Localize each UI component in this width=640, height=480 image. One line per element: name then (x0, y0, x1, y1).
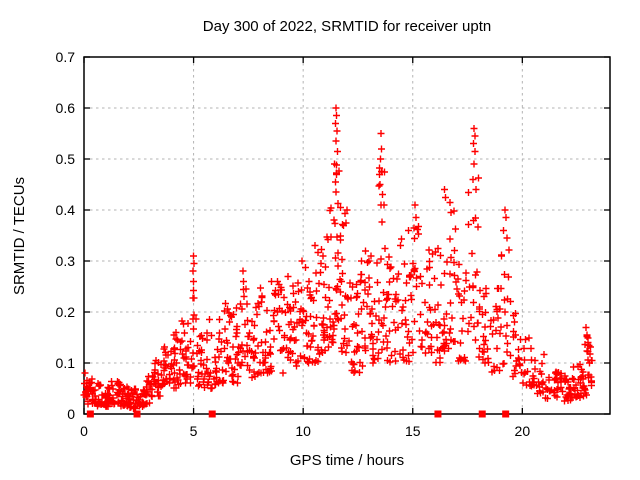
event-square-marker (478, 410, 486, 418)
plot-border (83, 56, 611, 415)
y-tick-label: 0.3 (56, 253, 76, 269)
y-tick-label: 0.7 (56, 49, 76, 65)
x-tick-label: 10 (295, 423, 311, 439)
y-tick-label: 0.1 (56, 355, 76, 371)
y-tick-label: 0.2 (56, 304, 76, 320)
x-tick-label: 15 (405, 423, 421, 439)
srmtid-scatter-points (80, 104, 596, 412)
event-square-marker (208, 410, 216, 418)
x-tick-label: 20 (515, 423, 531, 439)
y-tick-label: 0 (67, 406, 75, 422)
event-square-marker (502, 410, 510, 418)
gridlines (84, 57, 610, 414)
y-axis-label: SRMTID / TECUs (11, 177, 28, 295)
data-points (80, 104, 596, 418)
y-tick-label: 0.4 (56, 202, 76, 218)
y-tick-label: 0.5 (56, 151, 76, 167)
x-axis-label: GPS time / hours (290, 452, 404, 469)
axis-tick-labels: 0 5 10 15 20 0 0.1 0.2 0.3 0.4 0.5 0.6 0.7 (56, 49, 531, 439)
x-tick-label: 0 (80, 423, 88, 439)
y-tick-label: 0.6 (56, 100, 76, 116)
x-tick-label: 5 (190, 423, 198, 439)
event-square-marker (86, 410, 94, 418)
chart-title: Day 300 of 2022, SRMTID for receiver upt… (203, 18, 491, 35)
event-square-marker (434, 410, 442, 418)
border-rect (83, 56, 611, 415)
event-square-marker (133, 410, 141, 418)
